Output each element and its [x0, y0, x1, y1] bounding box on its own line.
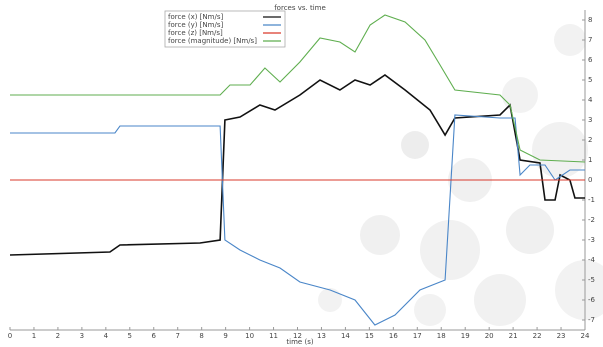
x-tick-label: 21 [509, 332, 518, 340]
x-tick-label: 15 [365, 332, 374, 340]
x-tick-label: 22 [533, 332, 542, 340]
y-tick-label: -2 [588, 216, 595, 224]
y-tick-label: -6 [588, 296, 596, 304]
x-tick-label: 12 [293, 332, 302, 340]
background-decoration [318, 24, 603, 326]
x-tick-label: 9 [223, 332, 227, 340]
legend: force (x) [Nm/s]force (y) [Nm/s]force (z… [164, 10, 286, 48]
x-axis-label: time (s) [286, 338, 313, 346]
x-tick-label: 4 [104, 332, 109, 340]
y-tick-label: -3 [588, 236, 595, 244]
x-tick-label: 0 [8, 332, 12, 340]
x-tick-label: 5 [128, 332, 132, 340]
y-tick-label: -7 [588, 316, 595, 324]
x-tick-label: 2 [56, 332, 60, 340]
x-tick-label: 19 [461, 332, 470, 340]
x-tick-label: 1 [32, 332, 36, 340]
x-tick-label: 3 [80, 332, 84, 340]
x-tick-label: 16 [389, 332, 398, 340]
y-tick-label: 1 [588, 156, 592, 164]
x-tick-label: 7 [175, 332, 179, 340]
y-tick-label: -1 [588, 196, 595, 204]
y-tick-label: 2 [588, 136, 592, 144]
x-tick-label: 23 [557, 332, 566, 340]
series-line [10, 14, 586, 163]
series-line [10, 114, 585, 326]
x-tick-label: 24 [581, 332, 590, 340]
x-tick-label: 18 [437, 332, 446, 340]
y-tick-label: 3 [588, 116, 592, 124]
legend-label: force (x) [Nm/s] [168, 13, 223, 21]
legend-label: force (y) [Nm/s] [168, 21, 223, 29]
y-tick-label: 8 [588, 16, 592, 24]
y-tick-label: -5 [588, 276, 595, 284]
x-tick-label: 17 [413, 332, 422, 340]
x-tick-label: 10 [245, 332, 254, 340]
y-tick-label: 5 [588, 76, 592, 84]
x-tick-label: 14 [341, 332, 350, 340]
x-tick-label: 11 [269, 332, 278, 340]
series-line [9, 74, 585, 256]
y-tick-label: 0 [588, 176, 592, 184]
x-tick-label: 13 [317, 332, 326, 340]
x-tick-label: 8 [199, 332, 203, 340]
y-tick-label: -4 [588, 256, 596, 264]
y-tick-label: 6 [588, 56, 593, 64]
chart-title: forces vs. time [274, 4, 326, 12]
legend-label: force (z) [Nm/s] [168, 29, 223, 37]
x-tick-label: 6 [152, 332, 157, 340]
x-tick-label: 20 [485, 332, 494, 340]
y-tick-label: 7 [588, 36, 592, 44]
legend-label: force (magnitude) [Nm/s] [168, 37, 257, 45]
y-tick-label: 4 [588, 96, 593, 104]
